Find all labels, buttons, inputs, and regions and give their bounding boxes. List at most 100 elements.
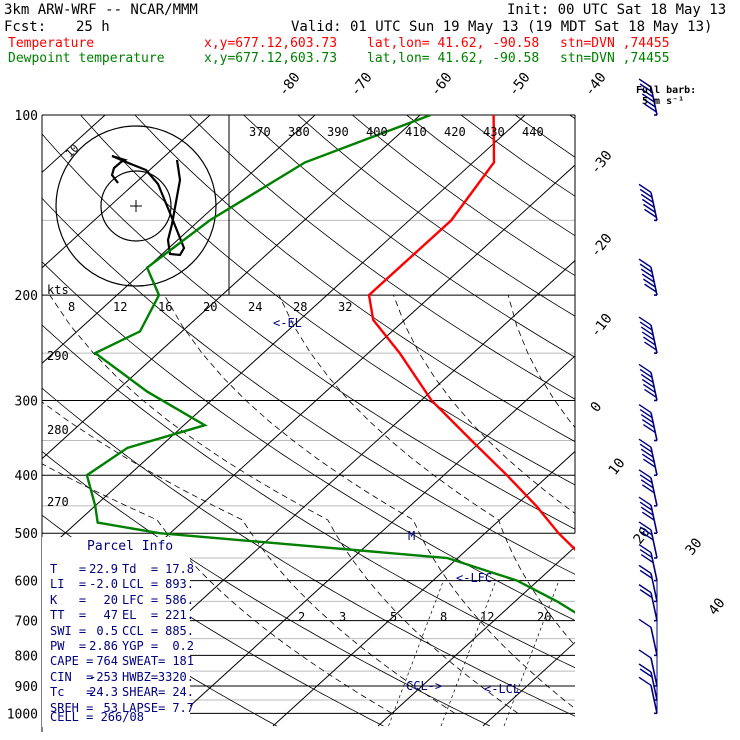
- wind-barb-flag: [644, 388, 657, 399]
- dry-adiabat: [42, 579, 277, 727]
- theta-label: 420: [444, 125, 466, 139]
- wind-barb-flag: [638, 521, 652, 531]
- wind-barb-flag: [640, 479, 654, 489]
- mixing-ratio-line: [503, 580, 560, 727]
- theta-e-label: 290: [47, 349, 69, 363]
- wind-barb: [638, 584, 658, 622]
- wind-barb-flag: [643, 423, 656, 434]
- parcel-v2: 7.7: [172, 700, 194, 715]
- wind-barb-flag: [640, 531, 654, 541]
- parcel-row: SWI = 0.5 CCL = 885.: [50, 623, 194, 638]
- dry-adiabat: [42, 324, 575, 669]
- hodo-speed-label: 32: [338, 300, 352, 314]
- wind-barb-flag: [640, 373, 654, 384]
- wind-barb-flag: [638, 258, 652, 268]
- wind-barb-flag: [638, 403, 652, 414]
- parcel-info-title: Parcel Info: [87, 539, 174, 554]
- wind-barb-flag: [644, 103, 657, 113]
- mixing-ratio-line: [388, 580, 444, 727]
- dewpoint-line: [85, 115, 575, 614]
- parcel-l1: Tc =: [50, 685, 94, 700]
- dry-adiabat: [515, 115, 575, 158]
- theta-label: 410: [405, 125, 427, 139]
- wind-barb-staff: [650, 657, 658, 687]
- parcel-v1: -2.0: [89, 577, 118, 592]
- wind-barb-flag: [638, 78, 652, 88]
- pressure-label: 100: [15, 109, 38, 124]
- theta-label: 440: [522, 125, 544, 139]
- parcel-row: T = 22.9 Td = 17.8: [50, 562, 194, 576]
- wind-barb-flag: [641, 93, 655, 103]
- parcel-v2: 586.: [165, 592, 194, 607]
- isotherm-label: 0: [588, 399, 606, 415]
- wind-barb-flag: [641, 484, 655, 494]
- moist-adiabat: [164, 294, 575, 710]
- parcel-l2: HWBZ=: [122, 669, 159, 684]
- mixing-ratio-label: 3: [339, 610, 346, 624]
- dry-adiabat: [42, 197, 575, 575]
- wind-barb-flag: [643, 278, 656, 288]
- dry-adiabat: [297, 115, 575, 317]
- wind-barb-flag: [639, 474, 653, 484]
- wind-barb-flag: [638, 564, 652, 574]
- parcel-v2: 17.8: [165, 562, 194, 576]
- moist-adiabat: [620, 295, 740, 713]
- pressure-label: 800: [15, 649, 38, 664]
- hodograph-trace: [110, 154, 186, 257]
- pressure-label: 900: [15, 680, 38, 695]
- wind-barb-staff: [650, 685, 658, 714]
- wind-barb-flag: [640, 554, 654, 564]
- isotherm-line: [482, 641, 575, 727]
- hodo-ring-label: 10: [63, 142, 82, 161]
- dewpoint-latlon: lat,lon= 41.62, -90.58: [367, 51, 540, 66]
- isotherm-line: [42, 115, 526, 555]
- wind-barb-flag: [643, 203, 656, 213]
- hodo-speed-label: 12: [113, 300, 127, 314]
- wind-barb: [638, 521, 658, 559]
- isotherm-line: [588, 115, 740, 726]
- pressure-label: 700: [15, 615, 38, 630]
- isotherm-line: [167, 355, 575, 727]
- moist-adiabat: [42, 463, 393, 714]
- isotherm-label: -20: [588, 231, 616, 261]
- parcel-l2: CCL =: [122, 623, 159, 638]
- theta-label: 370: [249, 125, 271, 139]
- wind-barb-flag: [639, 589, 653, 599]
- annotation-lcl: <-LCL: [484, 682, 520, 696]
- wind-barb-flag: [641, 331, 655, 341]
- theta-label: 390: [327, 125, 349, 139]
- mixing-ratio-line: [578, 581, 633, 726]
- isotherm-label: -60: [428, 70, 456, 100]
- wind-barb-flag: [641, 511, 655, 521]
- hodo-units-label: kts: [47, 283, 69, 297]
- parcel-v1: 0.5: [96, 623, 118, 638]
- barb-legend-title: Full barb:: [636, 85, 696, 96]
- isotherm-line: [42, 115, 421, 460]
- mixing-ratio-label: 8: [440, 610, 447, 624]
- parcel-info-panel: Parcel Info T = 22.9 Td = 17.8 LI = -2.0 LCL =…: [42, 537, 194, 727]
- isotherm-label: -50: [506, 70, 534, 100]
- wind-barb: [638, 78, 658, 116]
- wind-barb: [638, 496, 658, 535]
- wind-barb-flag: [643, 383, 656, 394]
- wind-barb-flag: [638, 316, 652, 326]
- wind-barb: [638, 403, 658, 442]
- barb-legend-units: 5 m s⁻¹: [642, 96, 684, 107]
- hodo-speed-label: 16: [158, 300, 172, 314]
- mixing-ratio-line: [641, 581, 696, 726]
- wind-barb-flag: [640, 448, 654, 458]
- wind-barb-flag: [641, 198, 655, 208]
- parcel-v1: -253: [89, 669, 118, 684]
- wind-barb-flag: [644, 283, 657, 293]
- wind-barb-flag: [638, 618, 652, 628]
- wind-barb-flag: [638, 649, 652, 659]
- pressure-label: 300: [15, 394, 38, 409]
- isotherm-line: [377, 546, 575, 727]
- isotherm-label: -80: [276, 70, 304, 100]
- wind-barb-flag: [639, 501, 653, 511]
- theta-label: 380: [288, 125, 310, 139]
- mixing-ratio-label: 12: [480, 610, 494, 624]
- wind-barb-flag: [639, 188, 653, 198]
- parcel-v1: 53: [103, 700, 118, 715]
- mixing-ratio-label: 5: [390, 610, 397, 624]
